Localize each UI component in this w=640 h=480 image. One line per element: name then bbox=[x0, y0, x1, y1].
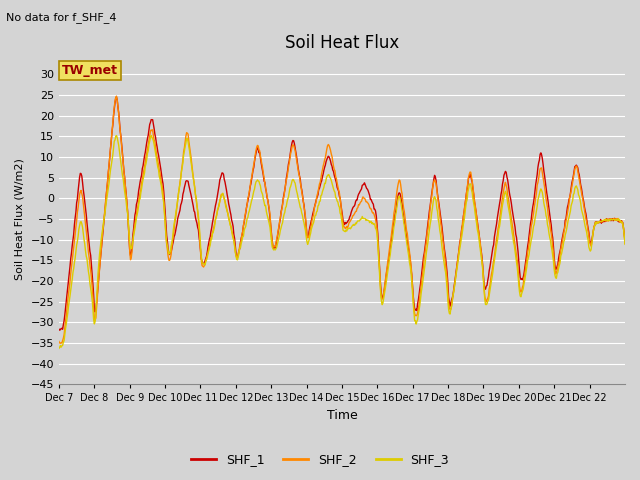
X-axis label: Time: Time bbox=[326, 409, 357, 422]
Text: TW_met: TW_met bbox=[61, 64, 118, 77]
Legend: SHF_1, SHF_2, SHF_3: SHF_1, SHF_2, SHF_3 bbox=[186, 448, 454, 471]
Y-axis label: Soil Heat Flux (W/m2): Soil Heat Flux (W/m2) bbox=[15, 158, 25, 280]
Text: No data for f_SHF_4: No data for f_SHF_4 bbox=[6, 12, 117, 23]
Title: Soil Heat Flux: Soil Heat Flux bbox=[285, 34, 399, 52]
